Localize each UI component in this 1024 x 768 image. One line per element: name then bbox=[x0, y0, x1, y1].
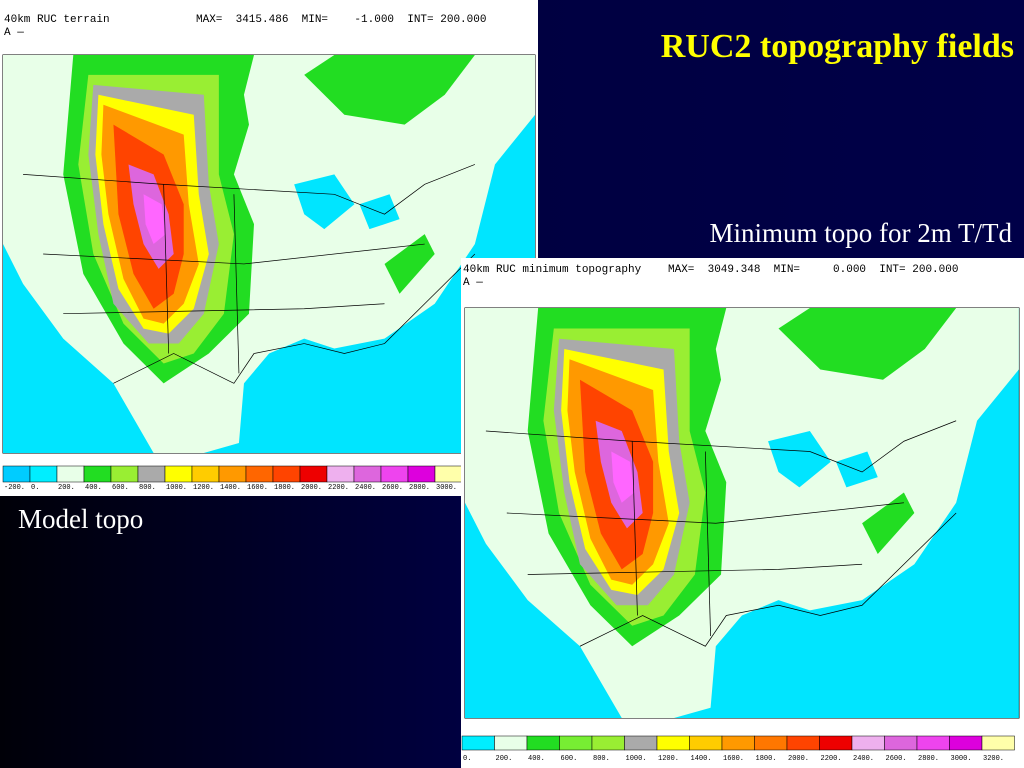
colorbar-label: 1400. bbox=[220, 484, 241, 492]
colorbar-swatch bbox=[137, 465, 166, 483]
colorbar-swatch bbox=[326, 465, 355, 483]
colorbar-label: 1600. bbox=[247, 484, 268, 492]
subtitle: Minimum topo for 2m T/Td bbox=[710, 218, 1013, 248]
colorbar-label: 1400. bbox=[691, 755, 712, 763]
colorbar-swatch bbox=[380, 465, 409, 483]
colorbar-swatch bbox=[56, 465, 85, 483]
map-stats: MAX= 3415.486 MIN= -1.000 INT= 200.000 bbox=[196, 14, 486, 26]
map-label: A — bbox=[4, 27, 24, 39]
colorbar-label: 0. bbox=[31, 484, 39, 492]
colorbar-swatch bbox=[29, 465, 58, 483]
map-image bbox=[465, 308, 1019, 718]
colorbar-swatch bbox=[218, 465, 247, 483]
colorbar-swatch bbox=[164, 465, 193, 483]
colorbar-label: 800. bbox=[139, 484, 156, 492]
colorbar-label: 2800. bbox=[409, 484, 430, 492]
colorbar-label: 1000. bbox=[166, 484, 187, 492]
colorbar-swatch bbox=[299, 465, 328, 483]
colorbar-swatch bbox=[461, 735, 495, 751]
colorbar-label: 2600. bbox=[886, 755, 907, 763]
colorbar: 0. 200. 400. 600. 800. 1000. 1200. 1400. 1600. 18… bbox=[461, 735, 1015, 763]
colorbar-label: 200. bbox=[496, 755, 513, 763]
colorbar: -200. 0. 200. 400. 600. 800. 1000. 1200. 1400. 16… bbox=[2, 465, 463, 492]
colorbar-swatch bbox=[949, 735, 983, 751]
map-title: 40km RUC terrain bbox=[4, 14, 110, 26]
colorbar-label: 400. bbox=[85, 484, 102, 492]
colorbar-label: 1200. bbox=[193, 484, 214, 492]
colorbar-swatch bbox=[83, 465, 112, 483]
colorbar-label: 800. bbox=[593, 755, 610, 763]
colorbar-swatch bbox=[754, 735, 788, 751]
colorbar-swatch bbox=[191, 465, 220, 483]
colorbar-label: 3200. bbox=[983, 755, 1004, 763]
map-panel-2: 40km RUC minimum topography MAX= 3049.34… bbox=[461, 258, 1024, 768]
colorbar-label: 600. bbox=[561, 755, 578, 763]
colorbar-label: 2200. bbox=[821, 755, 842, 763]
map-label: A — bbox=[463, 277, 483, 289]
colorbar-label: 1200. bbox=[658, 755, 679, 763]
map-title: 40km RUC minimum topography bbox=[463, 264, 642, 276]
colorbar-swatch bbox=[916, 735, 950, 751]
colorbar-swatch bbox=[884, 735, 918, 751]
colorbar-swatch bbox=[656, 735, 690, 751]
colorbar-label: 3000. bbox=[951, 755, 972, 763]
colorbar-label: 2000. bbox=[788, 755, 809, 763]
colorbar-label: 0. bbox=[463, 755, 471, 763]
colorbar-swatch bbox=[591, 735, 625, 751]
colorbar-label: 3000. bbox=[436, 484, 457, 492]
colorbar-label: 2800. bbox=[918, 755, 939, 763]
colorbar-label: 600. bbox=[112, 484, 129, 492]
colorbar-label: 400. bbox=[528, 755, 545, 763]
colorbar-swatch bbox=[2, 465, 31, 483]
slide-title: RUC2 topography fields bbox=[661, 28, 1014, 65]
colorbar-swatch bbox=[819, 735, 853, 751]
caption: Model topo bbox=[18, 504, 143, 534]
colorbar-swatch bbox=[434, 465, 463, 483]
colorbar-label: 1800. bbox=[756, 755, 777, 763]
colorbar-label: 1800. bbox=[274, 484, 295, 492]
colorbar-swatch bbox=[526, 735, 560, 751]
colorbar-label: 1000. bbox=[626, 755, 647, 763]
colorbar-label: 2400. bbox=[853, 755, 874, 763]
colorbar-swatch bbox=[721, 735, 755, 751]
colorbar-swatch bbox=[786, 735, 820, 751]
map-stats: MAX= 3049.348 MIN= 0.000 INT= 200.000 bbox=[668, 264, 958, 276]
colorbar-label: 2200. bbox=[328, 484, 349, 492]
colorbar-label: 200. bbox=[58, 484, 75, 492]
colorbar-swatch bbox=[407, 465, 436, 483]
colorbar-swatch bbox=[494, 735, 528, 751]
colorbar-swatch bbox=[245, 465, 274, 483]
colorbar-swatch bbox=[851, 735, 885, 751]
colorbar-label: 2000. bbox=[301, 484, 322, 492]
colorbar-swatch bbox=[981, 735, 1015, 751]
colorbar-swatch bbox=[624, 735, 658, 751]
colorbar-swatch bbox=[272, 465, 301, 483]
colorbar-label: 2600. bbox=[382, 484, 403, 492]
colorbar-label: 2400. bbox=[355, 484, 376, 492]
colorbar-swatch bbox=[110, 465, 139, 483]
colorbar-label: -200. bbox=[4, 484, 25, 492]
map-panel-1: 40km RUC terrain MAX= 3415.486 MIN= -1.0… bbox=[0, 0, 538, 496]
colorbar-label: 1600. bbox=[723, 755, 744, 763]
map-image bbox=[3, 55, 535, 453]
colorbar-swatch bbox=[559, 735, 593, 751]
colorbar-swatch bbox=[353, 465, 382, 483]
colorbar-swatch bbox=[689, 735, 723, 751]
